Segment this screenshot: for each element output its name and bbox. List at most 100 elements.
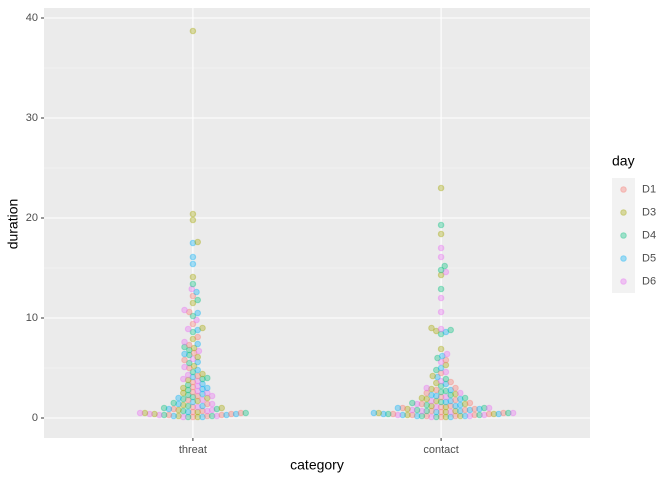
legend-key <box>612 178 635 201</box>
point <box>408 406 416 414</box>
point <box>223 411 230 419</box>
point <box>432 397 440 405</box>
x-tick-label: contact <box>423 444 458 456</box>
point <box>189 210 197 218</box>
point <box>165 411 173 419</box>
legend-label: D3 <box>642 206 656 218</box>
point <box>194 309 202 317</box>
point <box>194 353 202 361</box>
point <box>442 361 450 369</box>
point <box>428 402 435 410</box>
point <box>170 399 178 407</box>
point <box>423 384 430 392</box>
y-tick-label: 30 <box>26 112 38 124</box>
point <box>423 395 430 403</box>
point <box>175 400 182 408</box>
point <box>500 409 507 417</box>
legend-marker <box>620 255 627 262</box>
point <box>423 389 430 397</box>
point <box>199 375 206 383</box>
point <box>189 216 197 224</box>
point <box>181 350 188 358</box>
point <box>437 294 445 302</box>
point <box>437 358 445 366</box>
point <box>199 407 206 415</box>
point <box>189 320 197 328</box>
point <box>193 316 200 324</box>
x-tick-label: threat <box>179 444 207 456</box>
legend-marker <box>620 278 627 285</box>
point <box>432 379 440 387</box>
point <box>180 407 187 415</box>
point <box>242 409 250 417</box>
point <box>428 407 435 415</box>
point <box>189 273 197 281</box>
point <box>190 349 198 357</box>
point <box>447 386 454 394</box>
legend-title: day <box>612 153 635 169</box>
point <box>394 404 402 412</box>
point <box>485 404 493 412</box>
point <box>194 413 202 421</box>
point <box>423 407 430 415</box>
point <box>452 412 459 420</box>
point <box>461 400 469 408</box>
point <box>394 411 402 419</box>
point <box>428 391 435 399</box>
point <box>189 328 197 336</box>
point <box>437 388 445 396</box>
point <box>151 410 158 418</box>
point <box>170 412 178 420</box>
point <box>437 345 445 353</box>
point <box>194 392 202 400</box>
point <box>437 403 445 411</box>
point <box>189 312 197 320</box>
legend-key <box>612 224 635 247</box>
point <box>180 389 187 397</box>
point <box>189 355 197 363</box>
point <box>189 335 197 343</box>
point <box>194 326 202 334</box>
point <box>437 398 445 406</box>
point <box>194 333 202 341</box>
point <box>170 405 178 413</box>
point <box>442 413 450 421</box>
point <box>418 407 426 415</box>
point <box>434 354 441 362</box>
point <box>204 407 211 415</box>
point <box>186 346 193 354</box>
point <box>184 391 192 399</box>
point <box>194 387 202 395</box>
point <box>442 380 450 388</box>
point <box>189 378 197 386</box>
point <box>418 412 426 420</box>
point <box>194 403 202 411</box>
point <box>199 413 206 421</box>
point <box>190 362 198 370</box>
point <box>447 413 454 421</box>
point <box>186 351 193 359</box>
legend-key <box>612 270 635 293</box>
legend-label: D1 <box>642 183 656 195</box>
point <box>204 389 211 397</box>
point <box>186 364 193 372</box>
point <box>160 411 168 419</box>
point <box>189 383 197 391</box>
point <box>188 285 196 293</box>
point <box>186 359 193 367</box>
point <box>180 413 187 421</box>
point <box>490 410 498 418</box>
point <box>438 352 446 360</box>
point <box>232 410 240 418</box>
point <box>480 404 488 412</box>
point <box>447 326 454 334</box>
point <box>141 409 149 417</box>
point <box>180 375 187 383</box>
point <box>186 341 193 349</box>
point <box>461 406 469 414</box>
point <box>418 400 426 408</box>
point <box>456 412 464 420</box>
point <box>466 399 474 407</box>
point <box>175 394 182 402</box>
point <box>237 409 245 417</box>
